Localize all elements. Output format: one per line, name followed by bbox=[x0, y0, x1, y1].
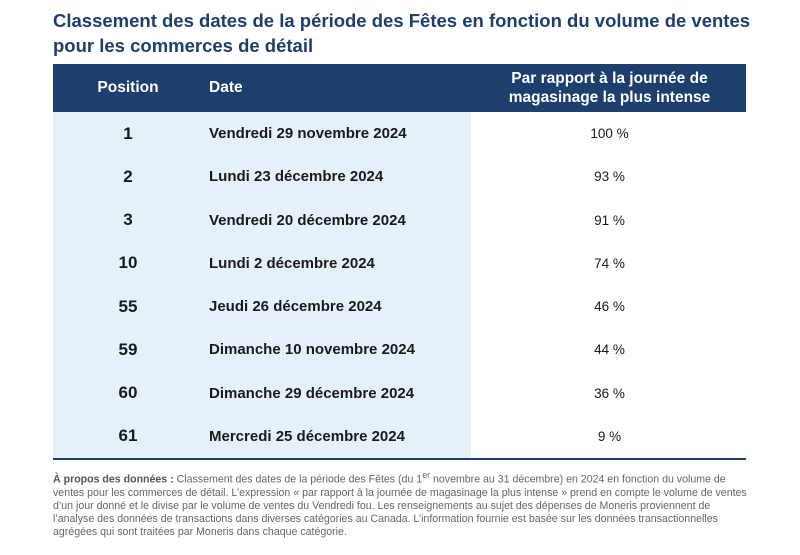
row-relative-value: 100 % bbox=[590, 126, 629, 142]
note-superscript: er bbox=[422, 470, 431, 480]
table-row: 3 Vendredi 20 décembre 2024 91 % bbox=[53, 199, 746, 242]
note-label: À propos des données : bbox=[53, 473, 174, 486]
table-row: 55 Jeudi 26 décembre 2024 46 % bbox=[53, 285, 746, 328]
row-relative-value: 74 % bbox=[594, 255, 625, 271]
table-row: 2 Lundi 23 décembre 2024 93 % bbox=[53, 155, 746, 198]
row-date: Jeudi 26 décembre 2024 bbox=[209, 298, 382, 316]
note-text-start: Classement des dates de la période des F… bbox=[173, 473, 423, 486]
row-position: 61 bbox=[118, 426, 138, 446]
row-relative-value: 46 % bbox=[594, 299, 625, 315]
row-relative-value: 44 % bbox=[594, 342, 625, 358]
header-position: Position bbox=[97, 79, 159, 96]
row-date: Mercredi 25 décembre 2024 bbox=[209, 427, 405, 445]
data-note: À propos des données : Classement des da… bbox=[53, 469, 753, 539]
table-bottom-rule bbox=[53, 458, 746, 460]
row-date: Vendredi 20 décembre 2024 bbox=[209, 211, 406, 229]
row-date: Dimanche 29 décembre 2024 bbox=[209, 384, 415, 402]
left-columns-shading bbox=[53, 112, 471, 458]
row-position: 60 bbox=[118, 383, 138, 403]
row-relative-value: 91 % bbox=[594, 212, 625, 228]
header-date: Date bbox=[209, 79, 243, 96]
table-row: 59 Dimanche 10 novembre 2024 44 % bbox=[53, 328, 746, 371]
row-relative-value: 9 % bbox=[597, 428, 622, 444]
row-position: 2 bbox=[123, 166, 133, 186]
note-text-end: novembre au 31 décembre) en 2024 en fonc… bbox=[53, 473, 747, 538]
table-row: 60 Dimanche 29 décembre 2024 36 % bbox=[53, 372, 746, 415]
table-row: 10 Lundi 2 décembre 2024 74 % bbox=[53, 242, 746, 285]
row-relative-value: 36 % bbox=[594, 385, 625, 401]
row-date: Lundi 2 décembre 2024 bbox=[209, 254, 375, 272]
row-date: Lundi 23 décembre 2024 bbox=[209, 168, 384, 186]
header-relative: Par rapport à la journée de magasinage l… bbox=[508, 70, 711, 106]
row-position: 3 bbox=[123, 210, 133, 230]
row-relative-value: 93 % bbox=[594, 169, 625, 185]
row-position: 10 bbox=[118, 253, 138, 273]
row-date: Vendredi 29 novembre 2024 bbox=[209, 125, 407, 143]
table-row: 61 Mercredi 25 décembre 2024 9 % bbox=[53, 415, 746, 458]
row-position: 1 bbox=[123, 123, 133, 143]
row-position: 55 bbox=[118, 296, 138, 316]
ranking-table: Position Date Par rapport à la journée d… bbox=[53, 64, 746, 460]
table-body: 1 Vendredi 29 novembre 2024 100 % 2 Lundi 23… bbox=[53, 112, 746, 458]
chart-title: Classement des dates de la période des F… bbox=[53, 10, 751, 56]
table-row: 1 Vendredi 29 novembre 2024 100 % bbox=[53, 112, 746, 155]
row-date: Dimanche 10 novembre 2024 bbox=[209, 341, 415, 359]
table-header: Position Date Par rapport à la journée d… bbox=[53, 64, 746, 112]
row-position: 59 bbox=[118, 339, 138, 359]
